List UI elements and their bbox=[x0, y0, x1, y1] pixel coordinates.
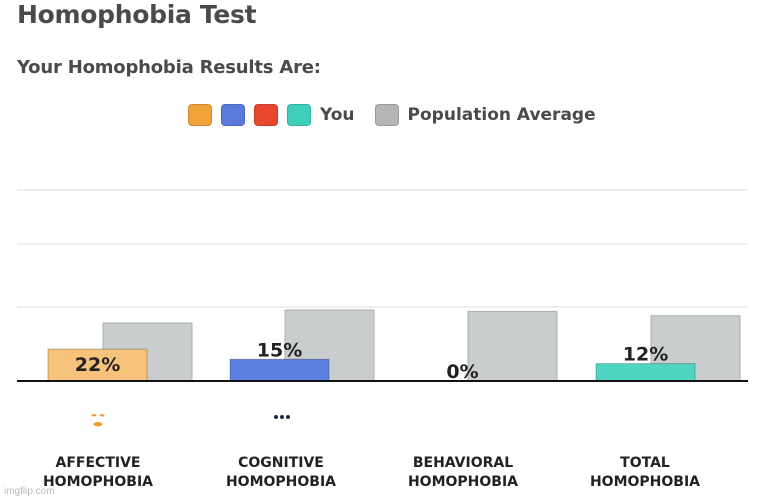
you-bar-0 bbox=[47, 348, 148, 382]
category-label-affective: AFFECTIVE HOMOPHOBIA bbox=[42, 455, 154, 490]
thought-bubble-icon bbox=[256, 395, 306, 445]
legend-population-label: Population Average bbox=[407, 105, 596, 125]
bar-chart: 22% 15% 0% 12% bbox=[17, 189, 748, 383]
results-heading: Your Homophobia Results Are: bbox=[17, 57, 321, 78]
legend-you-label: You bbox=[320, 105, 355, 125]
value-label-1: 15% bbox=[257, 339, 302, 361]
constellation-icon bbox=[620, 395, 670, 445]
category-label-behavioral: BEHAVIORAL HOMOPHOBIA bbox=[407, 455, 519, 490]
chart-legend: You Population Average bbox=[188, 102, 616, 128]
value-label-2: 0% bbox=[446, 361, 478, 383]
you-bar-3 bbox=[595, 363, 696, 382]
category-label-cognitive: COGNITIVE HOMOPHOBIA bbox=[225, 455, 337, 490]
imgflip-watermark: imgflip.com bbox=[4, 486, 55, 497]
value-label-0: 22% bbox=[75, 354, 120, 376]
theater-mask-icon bbox=[73, 395, 123, 445]
legend-swatch-cognitive bbox=[221, 104, 245, 126]
legend-swatch-behavioral bbox=[254, 104, 278, 126]
page-title: Homophobia Test bbox=[17, 0, 257, 29]
population-bar-2 bbox=[467, 310, 558, 382]
running-person-icon bbox=[438, 395, 488, 445]
category-label-total: TOTAL HOMOPHOBIA bbox=[589, 455, 701, 490]
value-label-3: 12% bbox=[623, 344, 668, 366]
you-bar-1 bbox=[229, 358, 330, 382]
legend-swatch-total bbox=[287, 104, 311, 126]
legend-swatch-population bbox=[374, 104, 399, 126]
legend-swatch-affective bbox=[188, 104, 212, 126]
